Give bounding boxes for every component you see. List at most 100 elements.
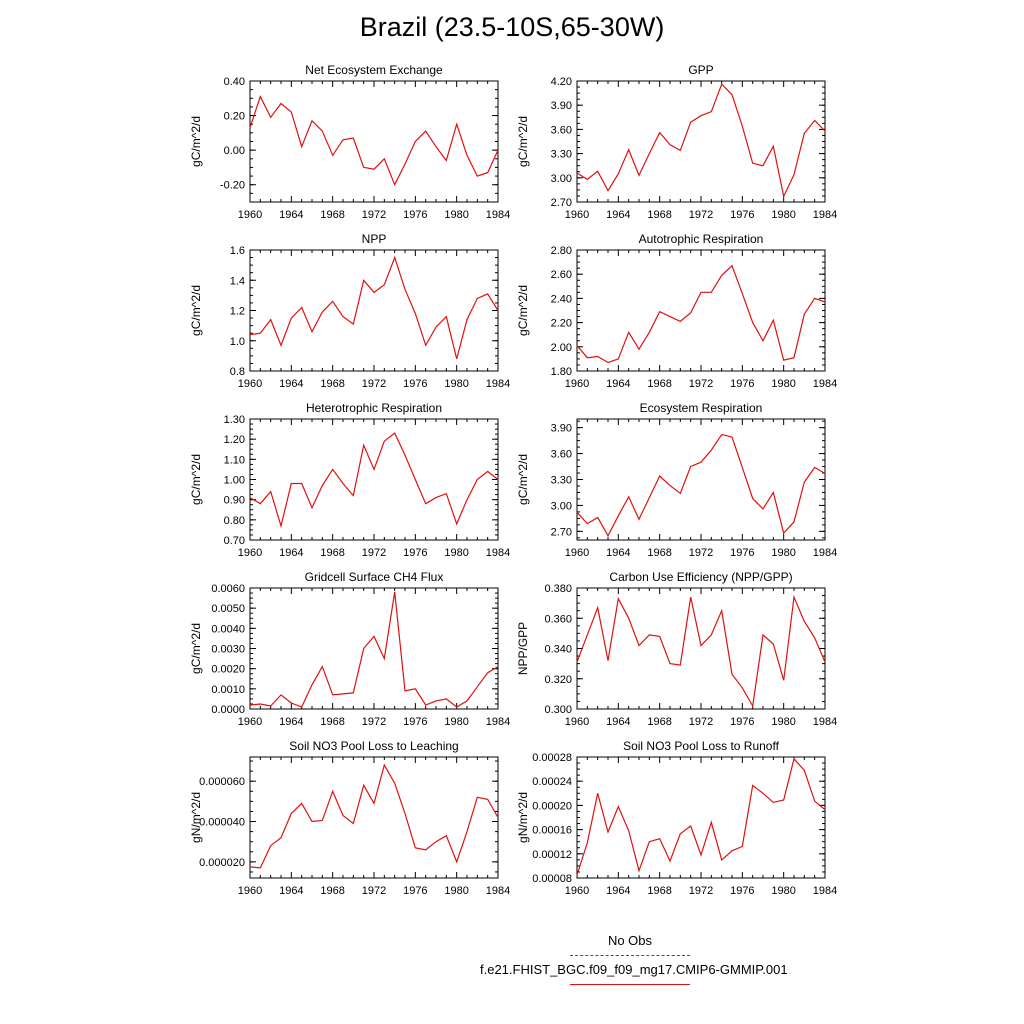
x-tick-label: 1964 [606,716,630,728]
y-tick-label: 0.380 [544,583,572,595]
x-tick-label: 1960 [565,209,589,221]
x-tick-label: 1984 [813,547,837,559]
y-tick-label: 0.00024 [532,776,572,788]
x-tick-label: 1984 [486,378,510,390]
x-tick-label: 1984 [813,209,837,221]
x-tick-label: 1980 [771,209,795,221]
y-tick-label: 1.4 [230,275,245,287]
y-tick-label: 3.30 [551,475,572,487]
x-tick-label: 1964 [279,716,303,728]
x-tick-label: 1980 [444,716,468,728]
y-tick-label: 0.0020 [211,664,245,676]
y-tick-label: 0.00012 [532,849,572,861]
x-tick-label: 1960 [565,378,589,390]
x-tick-label: 1960 [238,885,262,897]
x-tick-label: 1976 [730,547,754,559]
y-tick-label: 0.0050 [211,603,245,615]
series-line [576,433,826,537]
y-tick-label: 0.40 [224,76,245,88]
x-tick-label: 1972 [362,885,386,897]
chart-panel-8: Carbon Use Efficiency (NPP/GPP) NPP/GPP 19… [516,570,837,728]
x-tick-label: 1984 [813,378,837,390]
series-line [576,264,826,364]
y-tick-label: 0.70 [224,535,245,547]
plot-frame [249,249,499,372]
series-line [576,83,826,199]
y-axis-label: gC/m^2/d [516,454,530,505]
series-line [249,591,499,708]
plot-frame [576,80,826,203]
y-axis-label: gN/m^2/d [516,792,530,843]
y-tick-label: 3.00 [551,500,572,512]
y-tick-label: 0.000060 [199,776,245,788]
x-tick-label: 1984 [813,885,837,897]
x-tick-label: 1960 [238,547,262,559]
series-line [576,757,826,876]
chart-panel-7: Gridcell Surface CH4 Flux gC/m^2/d 1960 196… [189,570,510,728]
x-tick-label: 1980 [771,378,795,390]
x-tick-label: 1976 [730,716,754,728]
plot-frame [249,756,499,879]
x-tick-label: 1980 [771,547,795,559]
y-tick-label: 0.0040 [211,623,245,635]
series-line [576,594,826,708]
y-tick-label: 0.320 [544,674,572,686]
x-tick-label: 1968 [320,716,344,728]
series-line [249,95,499,187]
chart-panel-4: Autotrophic Respiration gC/m^2/d 1960 1964 1… [516,232,837,390]
x-tick-label: 1964 [279,378,303,390]
y-tick-label: 0.20 [224,111,245,123]
y-tick-label: 1.0 [230,336,245,348]
chart-panel-9: Soil NO3 Pool Loss to Leaching gN/m^2/d 19… [189,739,510,897]
chart-panel-10: Soil NO3 Pool Loss to Runoff gN/m^2/d 1960… [516,739,837,897]
x-tick-label: 1968 [320,378,344,390]
x-tick-label: 1980 [444,547,468,559]
x-tick-label: 1968 [647,885,671,897]
y-tick-label: 3.60 [551,124,572,136]
x-tick-label: 1960 [238,209,262,221]
y-tick-label: -0.20 [220,180,245,192]
chart-panel-6: Ecosystem Respiration gC/m^2/d 1960 1964 196… [516,401,837,559]
chart-title: Soil NO3 Pool Loss to Leaching [289,739,458,753]
page-title: Brazil (23.5-10S,65-30W) [359,12,665,42]
x-tick-label: 1964 [606,547,630,559]
plot-frame [249,587,499,710]
plot-frame [576,249,826,372]
x-tick-label: 1984 [486,885,510,897]
plot-frame [576,418,826,541]
y-tick-label: 1.20 [224,434,245,446]
x-tick-label: 1976 [403,885,427,897]
x-tick-label: 1972 [362,547,386,559]
y-tick-label: 3.30 [551,149,572,161]
y-tick-label: 0.340 [544,644,572,656]
y-tick-label: 2.80 [551,245,572,257]
y-tick-label: 0.300 [544,704,572,716]
y-axis-label: gC/m^2/d [189,623,203,674]
y-tick-label: 0.0030 [211,644,245,656]
x-tick-label: 1980 [771,885,795,897]
x-tick-label: 1972 [362,378,386,390]
chart-title: Heterotrophic Respiration [306,401,442,415]
y-tick-label: 0.000020 [199,857,245,869]
x-tick-label: 1968 [320,209,344,221]
x-tick-label: 1960 [238,378,262,390]
y-tick-label: 1.6 [230,245,245,257]
x-tick-label: 1964 [279,885,303,897]
y-tick-label: 2.40 [551,293,572,305]
chart-title: Net Ecosystem Exchange [305,63,443,77]
x-tick-label: 1976 [730,378,754,390]
y-tick-label: 2.00 [551,342,572,354]
y-tick-label: 1.10 [224,454,245,466]
chart-title: GPP [688,63,713,77]
y-axis-label: gC/m^2/d [516,285,530,336]
x-tick-label: 1960 [238,716,262,728]
y-axis-label: gC/m^2/d [189,454,203,505]
y-tick-label: 0.00028 [532,752,572,764]
x-tick-label: 1980 [771,716,795,728]
y-tick-label: 4.20 [551,76,572,88]
x-tick-label: 1976 [730,209,754,221]
x-tick-label: 1972 [689,378,713,390]
x-tick-label: 1984 [486,716,510,728]
y-tick-label: 0.00008 [532,873,572,885]
x-tick-label: 1964 [606,885,630,897]
